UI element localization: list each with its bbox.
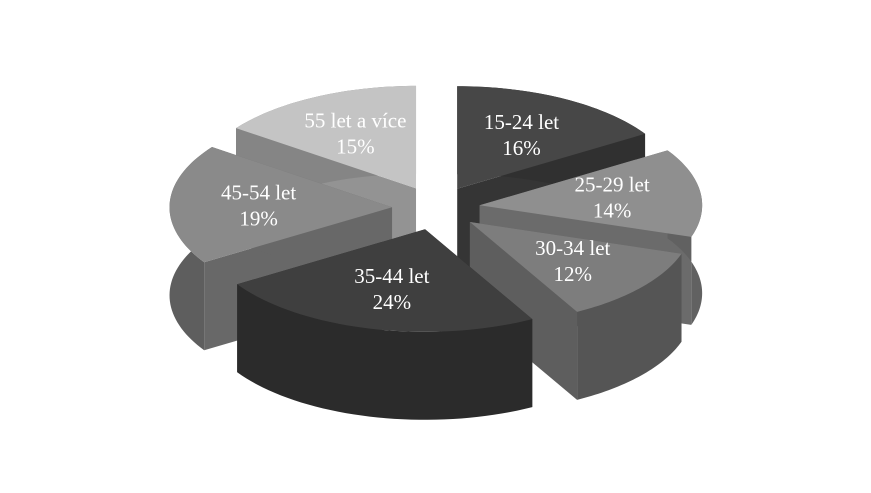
data-label-percent-0: 16% — [502, 136, 541, 160]
pie-slice-top-2 — [469, 222, 682, 312]
data-label-category-5: 55 let a více — [304, 109, 406, 133]
pie-slice-wall-3 — [237, 284, 533, 420]
data-label-5: 55 let a více 15% — [304, 109, 406, 159]
data-label-percent-1: 14% — [593, 199, 632, 223]
data-label-percent-4: 19% — [239, 206, 278, 230]
data-label-category-0: 15-24 let — [484, 110, 559, 134]
data-label-percent-5: 15% — [336, 135, 375, 159]
pie-slice-3 — [237, 229, 533, 420]
data-label-category-1: 25-29 let — [574, 173, 649, 197]
data-label-0: 15-24 let 16% — [484, 110, 559, 160]
data-label-category-3: 35-44 let — [354, 264, 429, 288]
pie-slice-top-4 — [169, 147, 393, 263]
data-label-4: 45-54 let 19% — [221, 180, 296, 230]
data-label-percent-2: 12% — [554, 262, 593, 286]
pie-slice-side-2-1 — [469, 222, 578, 400]
pie-slice-wall-2 — [577, 253, 682, 400]
data-label-2: 30-34 let 12% — [535, 236, 610, 286]
pie-slice-top-5 — [236, 85, 417, 189]
pie-slice-top-3 — [237, 229, 533, 332]
data-label-category-4: 45-54 let — [221, 180, 296, 204]
data-label-1: 25-29 let 14% — [574, 173, 649, 223]
data-label-category-2: 30-34 let — [535, 236, 610, 260]
data-label-3: 35-44 let 24% — [354, 264, 429, 314]
pie-slice-top-1 — [479, 150, 703, 237]
data-label-percent-3: 24% — [373, 290, 412, 314]
pie-slice-top-0 — [457, 86, 646, 189]
